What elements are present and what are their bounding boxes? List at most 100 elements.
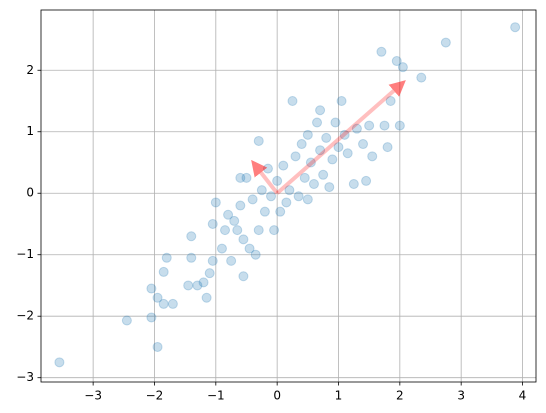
scatter-point (391, 56, 402, 67)
scatter-point (146, 283, 157, 294)
scatter-point (315, 105, 326, 116)
scatter-point (192, 280, 203, 291)
x-tick-label: 2 (396, 389, 404, 403)
scatter-point (152, 341, 163, 352)
scatter-point (324, 182, 335, 193)
y-tick-label: −3 (16, 370, 34, 384)
plot-frame (40, 9, 537, 383)
scatter-point (287, 96, 298, 107)
scatter-point (226, 255, 237, 266)
scatter-point (315, 145, 326, 156)
scatter-point (152, 292, 163, 303)
scatter-point (367, 151, 378, 162)
scatter-point (54, 357, 65, 368)
x-tick-label: 1 (335, 389, 343, 403)
scatter-point (318, 169, 329, 180)
scatter-point (238, 271, 249, 282)
scatter-point (269, 225, 280, 236)
scatter-point (333, 142, 344, 153)
scatter-point (186, 231, 197, 242)
scatter-point (308, 179, 319, 190)
scatter-point (382, 142, 393, 153)
x-tick-label: 0 (273, 389, 281, 403)
scatter-point (290, 151, 301, 162)
scatter-point (207, 218, 218, 229)
scatter-point (305, 157, 316, 168)
scatter-point (302, 194, 313, 205)
scatter-point (256, 185, 267, 196)
scatter-point (339, 129, 350, 140)
scatter-point (253, 225, 264, 236)
scatter-point (510, 22, 521, 33)
x-tick-label: 3 (457, 389, 465, 403)
scatter-point (348, 179, 359, 190)
scatter-point (364, 120, 375, 131)
scatter-point (183, 280, 194, 291)
y-tick-label: 1 (26, 124, 34, 138)
scatter-point (146, 312, 157, 323)
scatter-point (416, 72, 427, 83)
scatter-point (330, 117, 341, 128)
scatter-point (167, 298, 178, 309)
scatter-point (293, 191, 304, 202)
y-tick-label: −1 (16, 247, 34, 261)
scatter-point (281, 197, 292, 208)
scatter-point (204, 268, 215, 279)
scatter-point (312, 117, 323, 128)
scatter-point (158, 298, 169, 309)
scatter-point (336, 96, 347, 107)
scatter-point (198, 277, 209, 288)
scatter-point (250, 249, 261, 260)
scatter-point (394, 120, 405, 131)
scatter-point (158, 266, 169, 277)
scatter-point (229, 215, 240, 226)
y-tick-label: 2 (26, 63, 34, 77)
scatter-point (220, 225, 231, 236)
scatter-point (121, 315, 132, 326)
scatter-point (397, 62, 408, 73)
scatter-point (244, 243, 255, 254)
scatter-point (238, 234, 249, 245)
scatter-point (210, 197, 221, 208)
x-tick-label: −1 (207, 389, 225, 403)
y-tick-label: −2 (16, 309, 34, 323)
x-tick-label: 4 (519, 389, 527, 403)
scatter-point (223, 209, 234, 220)
scatter-point (262, 163, 273, 174)
scatter-point (235, 200, 246, 211)
scatter-point (232, 225, 243, 236)
scatter-point (275, 206, 286, 217)
scatter-point (216, 243, 227, 254)
scatter-point (440, 37, 451, 48)
scatter-point (361, 175, 372, 186)
scatter-point (321, 132, 332, 143)
scatter-point (299, 172, 310, 183)
scatter-point (207, 255, 218, 266)
scatter-point (358, 139, 369, 150)
scatter-point (284, 185, 295, 196)
scatter-point (186, 252, 197, 263)
scatter-point (342, 148, 353, 159)
scatter-point (302, 129, 313, 140)
scatter-point (327, 154, 338, 165)
scatter-point (351, 123, 362, 134)
scatter-point (253, 135, 264, 146)
scatter-point (247, 194, 258, 205)
y-tick-label: 0 (26, 186, 34, 200)
scatter-point (161, 252, 172, 263)
scatter-point (278, 160, 289, 171)
x-tick-label: −2 (146, 389, 164, 403)
scatter-point (376, 46, 387, 57)
scatter-point (272, 175, 283, 186)
scatter-point (296, 139, 307, 150)
scatter-point (241, 172, 252, 183)
arrow (251, 159, 279, 195)
scatter-point (201, 292, 212, 303)
arrow (275, 80, 406, 195)
scatter-point (379, 120, 390, 131)
x-tick-label: −3 (84, 389, 102, 403)
scatter-point (266, 191, 277, 202)
scatter-point (235, 172, 246, 183)
scatter-point (259, 206, 270, 217)
